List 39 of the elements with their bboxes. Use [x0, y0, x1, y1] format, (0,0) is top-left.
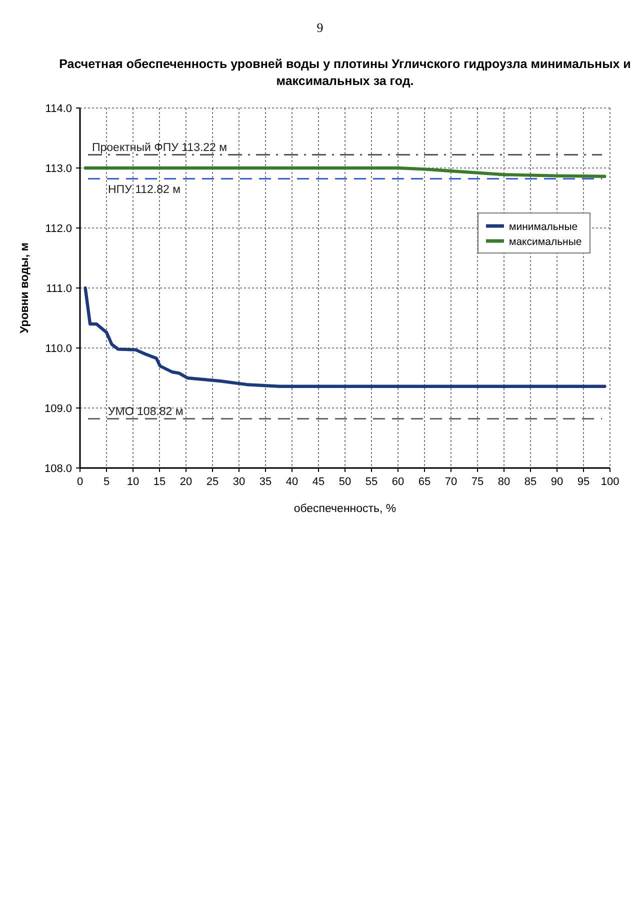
x-tick-label: 80	[498, 476, 510, 488]
x-tick-label: 25	[206, 476, 219, 488]
x-tick-label: 10	[126, 476, 140, 488]
ref-line-label: УМО 108.82 м	[108, 406, 184, 418]
y-tick-label: 108.0	[44, 463, 72, 475]
x-tick-label: 100	[600, 476, 620, 488]
x-tick-label: 90	[550, 476, 564, 488]
text: 9	[316, 20, 324, 35]
y-tick-label: 113.0	[45, 163, 72, 175]
line-series	[84, 286, 606, 388]
x-tick-label: 20	[180, 476, 192, 488]
x-tick-label: 15	[153, 476, 166, 488]
legend-label: минимальные	[509, 221, 578, 233]
x-tick-label: 30	[232, 476, 246, 488]
x-tick-label: 65	[418, 476, 431, 488]
y-tick-label: 111.0	[46, 283, 72, 295]
line-series	[84, 166, 606, 178]
x-tick-label: 5	[103, 476, 110, 488]
x-tick-label: 75	[471, 476, 484, 488]
x-tick-label: 95	[577, 476, 590, 488]
x-tick-label: 60	[392, 476, 404, 488]
chart-title: Расчетная обеспеченность уровней воды у плотины Угличского гидроузла минимальных и максимальных за год.	[59, 57, 631, 88]
ref-line-label: Проектный ФПУ 113.22 м	[92, 142, 228, 154]
x-tick-label: 85	[524, 476, 537, 488]
x-axis-title: обеспеченность, %	[294, 503, 396, 515]
legend-label: максимальные	[509, 236, 582, 248]
x-tick-label: 40	[286, 476, 298, 488]
x-tick-label: 45	[312, 476, 325, 488]
x-tick-label: 70	[444, 476, 458, 488]
x-tick-label: 0	[76, 476, 84, 488]
y-tick-label: 109.0	[44, 403, 72, 415]
ref-line-label: НПУ 112.82 м	[108, 184, 181, 196]
y-tick-label: 110.0	[45, 343, 72, 355]
y-tick-label: 114.0	[45, 103, 72, 115]
x-tick-label: 55	[365, 476, 378, 488]
x-tick-label: 50	[338, 476, 352, 488]
y-tick-label: 112.0	[45, 223, 72, 235]
x-tick-label: 35	[259, 476, 272, 488]
y-axis-title: Уровни воды, м	[19, 242, 31, 334]
